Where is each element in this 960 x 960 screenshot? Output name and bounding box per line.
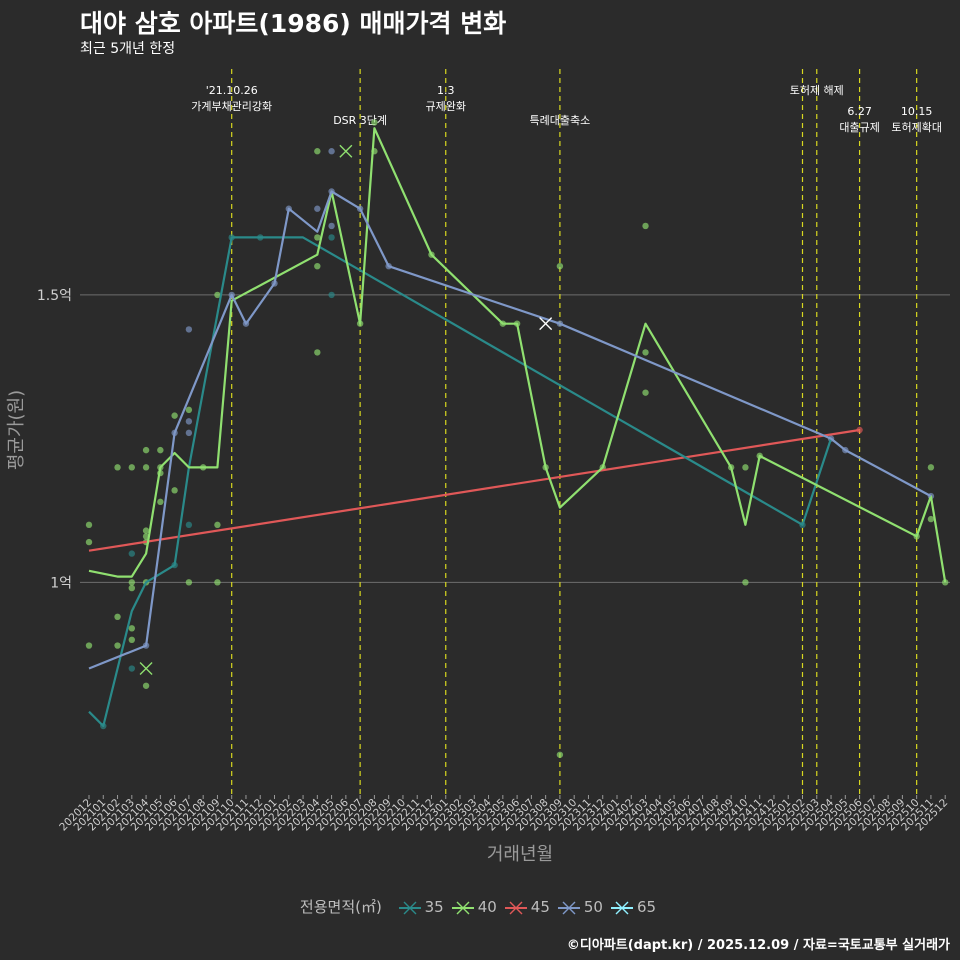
data-point	[114, 642, 121, 649]
plot-area	[80, 65, 950, 795]
source-caption: ©디아파트(dapt.kr) / 2025.12.09 / 자료=국토교통부 실…	[566, 938, 950, 953]
data-point	[214, 291, 221, 299]
legend-label: 40	[477, 898, 497, 916]
data-point	[314, 205, 321, 212]
event-label: 특례대출축소	[530, 114, 591, 127]
data-point	[328, 148, 335, 155]
event-label: 규제완화	[426, 100, 466, 113]
legend-label: 35	[424, 898, 444, 916]
data-point	[114, 613, 121, 621]
data-point	[214, 579, 221, 586]
legend-item-40[interactable]: 40	[451, 898, 497, 916]
data-point	[556, 262, 564, 270]
data-point	[128, 464, 136, 471]
series-line-50	[88, 190, 932, 670]
data-point	[328, 234, 335, 241]
data-point	[128, 625, 136, 632]
y-axis-title: 평균가(원)	[6, 390, 27, 470]
data-point	[314, 148, 321, 155]
legend-key-icon	[398, 901, 421, 914]
data-point	[927, 464, 935, 471]
data-point	[142, 446, 150, 454]
event-label: 10.15	[901, 105, 933, 118]
data-point	[742, 579, 749, 586]
x-marker	[339, 144, 353, 158]
data-point	[927, 515, 935, 523]
y-tick-label: 1.5억	[37, 288, 72, 304]
legend-item-35[interactable]: 35	[398, 898, 444, 916]
x-marker	[139, 662, 153, 676]
legend-key-icon	[557, 901, 580, 914]
event-label: 토허제 해제	[790, 83, 844, 97]
data-point	[556, 751, 564, 758]
data-point	[185, 521, 193, 529]
chart-title: 대야 삼호 아파트(1986) 매매가격 변화	[80, 9, 507, 38]
legend-item-45[interactable]: 45	[504, 898, 550, 916]
event-label: 6.27	[847, 105, 872, 118]
event-label: 대출규제	[839, 121, 879, 134]
trend-line-45	[88, 428, 860, 552]
data-point	[642, 389, 649, 396]
legend-label: 65	[636, 898, 657, 916]
data-point	[171, 487, 178, 494]
legend-label: 50	[583, 898, 603, 916]
event-label: 1.3	[437, 84, 455, 97]
event-label: 토허제확대	[891, 121, 942, 134]
data-point	[85, 642, 93, 649]
data-point	[142, 464, 150, 471]
legend-key-icon	[610, 901, 633, 914]
data-point	[185, 429, 193, 437]
data-point	[314, 262, 321, 270]
data-point	[314, 349, 321, 356]
event-label: '21.10.26	[206, 84, 258, 97]
data-point	[328, 222, 335, 230]
event-label: 가계부채관리강화	[191, 100, 272, 113]
data-point	[128, 584, 136, 592]
data-point	[128, 665, 136, 672]
chart-subtitle: 최근 5개년 한정	[80, 41, 176, 57]
x-marker	[539, 317, 553, 331]
data-point	[128, 550, 136, 557]
series-line-35	[88, 236, 833, 728]
legend-title: 전용면적(㎡)	[299, 898, 382, 916]
x-axis-title: 거래년월	[487, 844, 553, 865]
data-point	[128, 636, 136, 644]
data-point	[742, 464, 749, 471]
data-point	[328, 291, 335, 299]
legend: 전용면적(㎡) 35 40 45 50 65	[0, 896, 960, 917]
data-point	[942, 579, 949, 586]
data-point	[214, 521, 221, 529]
legend-key-icon	[504, 901, 527, 914]
data-point	[371, 119, 378, 126]
data-point	[142, 682, 150, 689]
legend-item-50[interactable]: 50	[557, 898, 603, 916]
data-point	[185, 418, 193, 425]
data-point	[642, 349, 649, 356]
data-point	[171, 412, 178, 419]
data-point	[185, 406, 193, 414]
legend-key-icon	[451, 901, 474, 914]
legend-label: 45	[530, 898, 550, 916]
data-point	[114, 464, 121, 471]
data-point	[157, 498, 164, 506]
legend-item-65[interactable]: 65	[610, 898, 657, 916]
data-point	[85, 521, 93, 529]
data-point	[142, 527, 150, 534]
data-point	[157, 446, 164, 454]
series-line-40	[88, 127, 947, 583]
event-label: DSR 3단계	[333, 114, 387, 127]
data-point	[128, 579, 136, 586]
data-point	[314, 234, 321, 241]
data-point	[85, 538, 93, 546]
y-tick-label: 1억	[50, 575, 72, 591]
data-point	[185, 326, 193, 333]
data-point	[185, 579, 193, 586]
data-point	[642, 222, 649, 230]
